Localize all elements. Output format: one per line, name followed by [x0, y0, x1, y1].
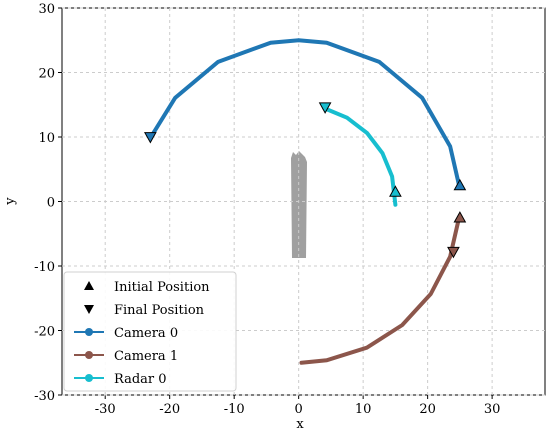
final-marker [318, 102, 332, 114]
y-tick-label: 30 [38, 2, 55, 17]
background-traces [291, 151, 307, 258]
y-tick-label: 0 [47, 196, 55, 211]
legend-dot [85, 328, 93, 336]
x-tick-label: 20 [419, 402, 436, 417]
final-marker [143, 132, 157, 144]
x-tick-label: -30 [95, 402, 116, 417]
legend-label: Camera 0 [114, 326, 178, 341]
legend-dot [85, 351, 93, 359]
x-tick-label: -20 [159, 402, 180, 417]
x-tick-label: 10 [355, 402, 372, 417]
x-tick-label: 0 [295, 402, 303, 417]
y-tick-label: 20 [38, 67, 55, 82]
trajectory-line [299, 215, 462, 365]
legend-label: Initial Position [114, 280, 210, 295]
legend-label: Radar 0 [114, 372, 167, 387]
trajectory-line [322, 106, 398, 207]
legend-marker [84, 305, 94, 314]
y-tick-label: -30 [34, 389, 55, 404]
legend-marker [84, 281, 94, 290]
legend-label: Camera 1 [114, 349, 178, 364]
y-tick-label: -10 [34, 260, 55, 275]
x-tick-label: -10 [224, 402, 245, 417]
y-axis-label: y [3, 197, 18, 206]
trace-blob [291, 151, 307, 258]
legend-dot [85, 374, 93, 382]
y-tick-label: -20 [34, 325, 55, 340]
final-marker [447, 246, 460, 259]
legend-label: Final Position [114, 303, 205, 318]
x-axis-label: x [296, 417, 304, 432]
x-tick-label: 30 [484, 402, 501, 417]
trajectory-line [148, 38, 462, 188]
initial-marker [389, 185, 402, 197]
legend-box [63, 271, 237, 392]
initial-marker [453, 178, 467, 191]
initial-marker [453, 211, 467, 223]
y-tick-label: 10 [38, 131, 55, 146]
